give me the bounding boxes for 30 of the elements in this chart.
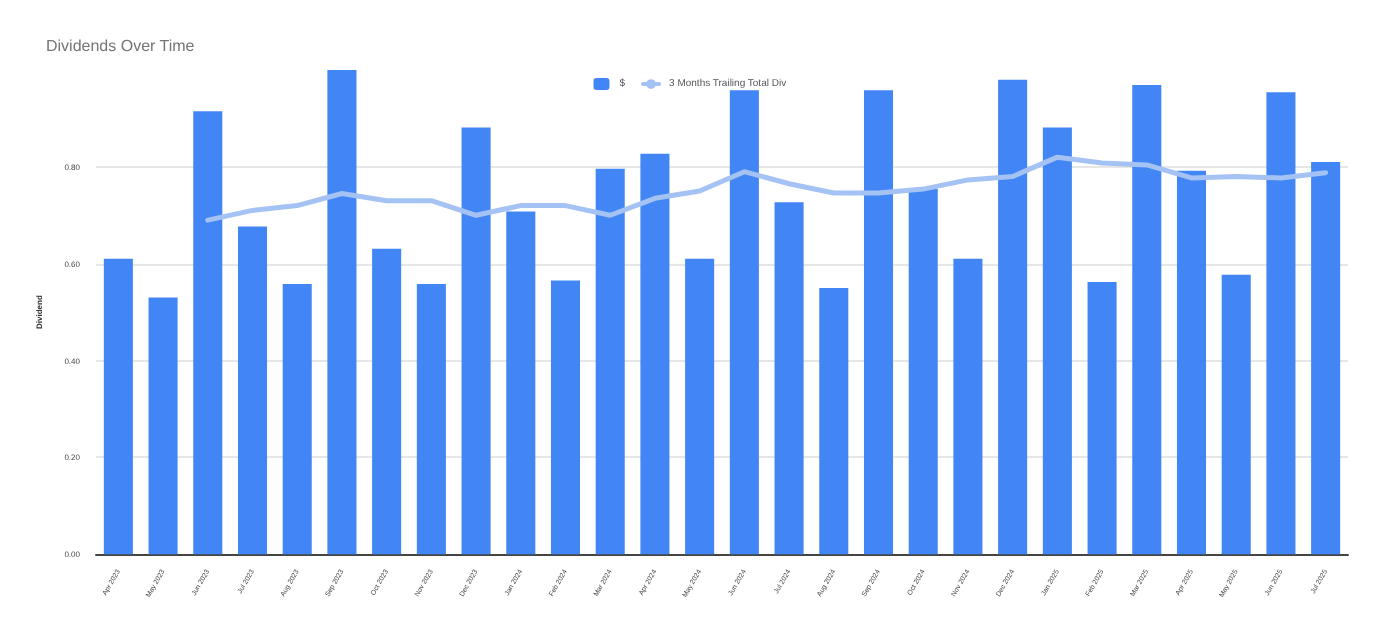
bar	[595, 168, 625, 555]
bar	[416, 284, 446, 555]
bar	[1221, 274, 1251, 555]
bar	[1266, 92, 1296, 555]
bar	[506, 211, 536, 555]
bar	[998, 79, 1028, 555]
bar	[327, 70, 357, 555]
bar	[729, 90, 759, 555]
bar	[908, 189, 938, 555]
bar	[863, 90, 894, 555]
bar	[193, 111, 223, 555]
bar	[103, 258, 133, 555]
bar	[640, 153, 670, 555]
bar	[774, 202, 804, 555]
bar	[1042, 127, 1072, 555]
bar	[819, 287, 849, 555]
bar	[953, 258, 983, 555]
bar	[237, 226, 268, 555]
chart-title: Dividends Over Time	[46, 37, 196, 55]
bar	[372, 248, 402, 555]
bar	[685, 258, 715, 555]
bar	[1132, 85, 1162, 555]
bar	[461, 127, 491, 555]
bar	[282, 284, 312, 555]
bar	[1087, 282, 1117, 555]
bar	[148, 297, 178, 555]
bar	[550, 280, 581, 555]
bar	[1311, 161, 1341, 555]
bar	[1176, 170, 1207, 555]
line-series	[205, 154, 1329, 223]
